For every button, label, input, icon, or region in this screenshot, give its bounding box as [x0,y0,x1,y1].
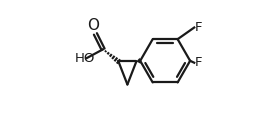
Text: HO: HO [74,52,95,65]
Text: F: F [195,56,203,69]
Text: F: F [195,21,203,34]
Polygon shape [136,58,141,64]
Text: O: O [87,18,99,33]
